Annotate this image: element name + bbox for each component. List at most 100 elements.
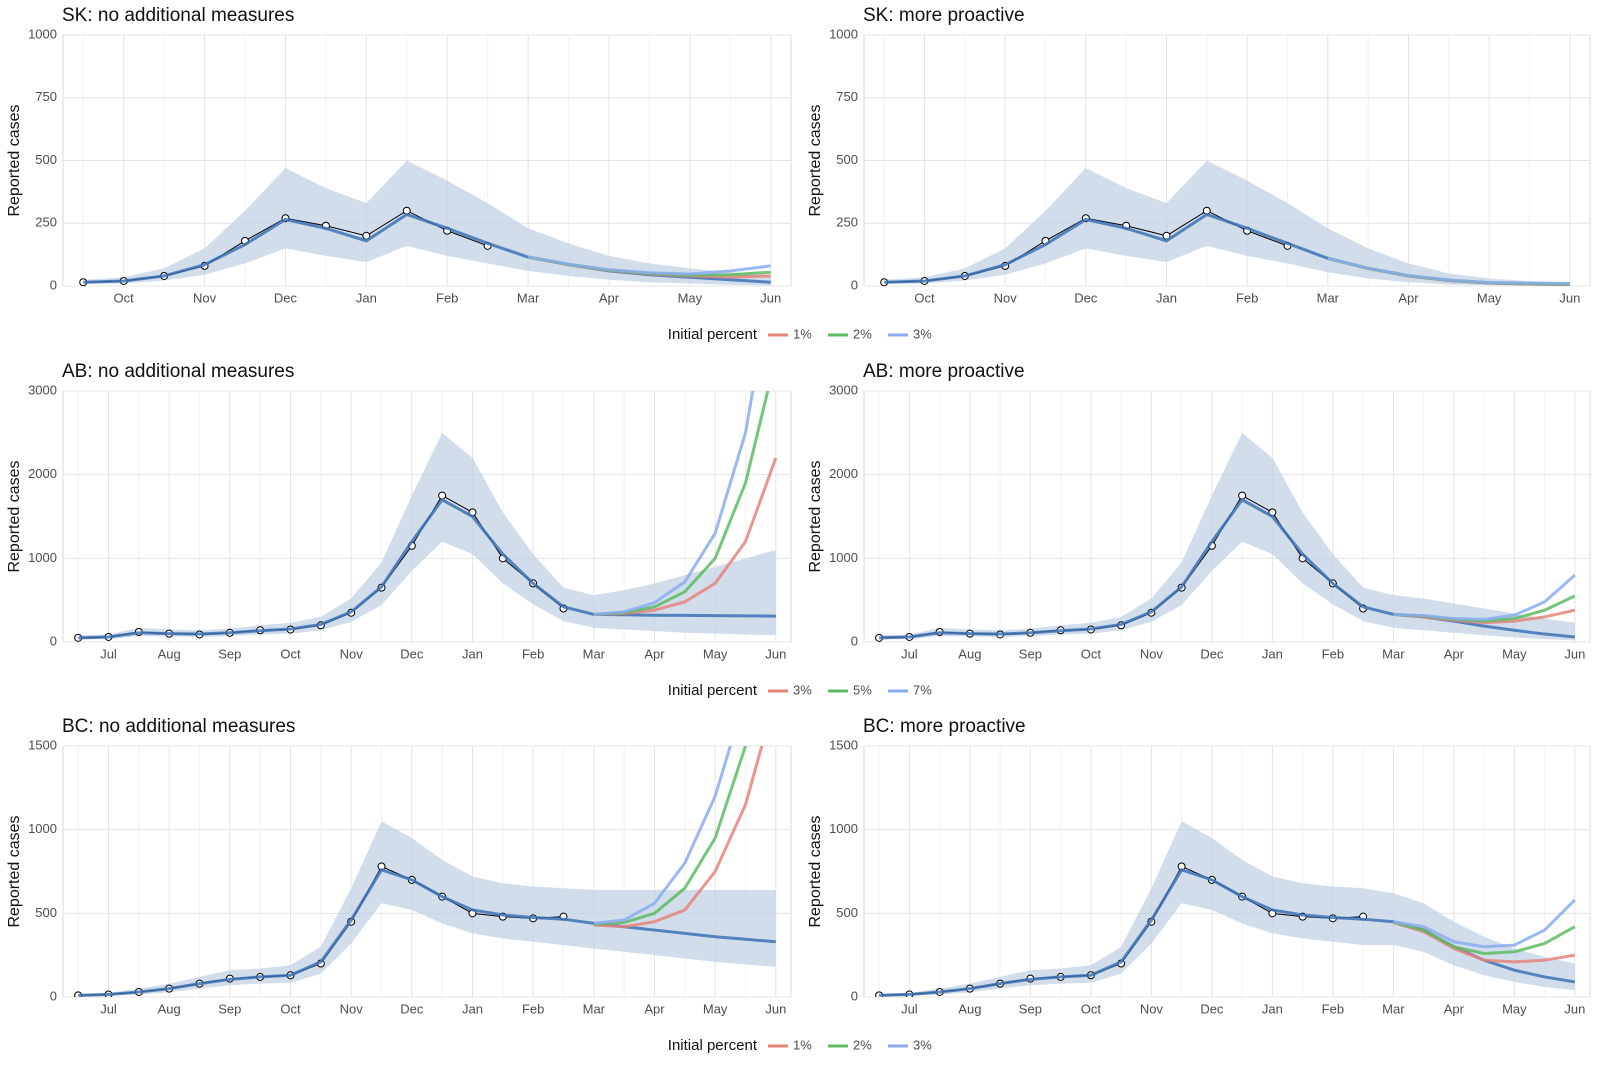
legend-label: 3% xyxy=(793,682,812,697)
y-tick-label: 0 xyxy=(851,988,858,1003)
y-tick-label: 0 xyxy=(851,633,858,648)
panel-title: SK: no additional measures xyxy=(62,5,294,26)
x-tick-label: Dec xyxy=(1074,290,1098,305)
x-tick-label: Aug xyxy=(158,646,181,661)
x-tick-label: Oct xyxy=(914,290,935,305)
y-tick-label: 500 xyxy=(836,905,858,920)
y-tick-label: 3000 xyxy=(829,382,858,397)
x-tick-label: Nov xyxy=(1140,646,1164,661)
x-tick-label: Nov xyxy=(994,290,1018,305)
y-tick-label: 250 xyxy=(35,215,57,230)
y-axis-label: Reported cases xyxy=(6,104,23,216)
legend-label: 2% xyxy=(853,326,872,341)
uncertainty-band xyxy=(78,432,776,640)
uncertainty-band xyxy=(83,160,771,286)
y-axis-label: Reported cases xyxy=(6,815,23,927)
x-tick-label: Apr xyxy=(1398,290,1419,305)
plot xyxy=(880,160,1570,286)
y-axis-label: Reported cases xyxy=(807,815,824,927)
x-tick-label: Jan xyxy=(1262,1001,1283,1016)
series-line xyxy=(78,868,776,997)
x-tick-label: Sep xyxy=(1019,646,1042,661)
y-axis-label: Reported cases xyxy=(807,104,824,216)
y-tick-label: 250 xyxy=(836,215,858,230)
uncertainty-band xyxy=(884,160,1570,286)
x-tick-label: Apr xyxy=(644,1001,665,1016)
panel-title: BC: more proactive xyxy=(863,716,1026,737)
plot xyxy=(74,391,778,642)
x-tick-label: Jun xyxy=(760,290,781,305)
x-tick-label: Apr xyxy=(644,646,665,661)
x-tick-label: Aug xyxy=(958,1001,981,1016)
x-tick-label: Mar xyxy=(1382,1001,1405,1016)
x-tick-label: Jul xyxy=(901,1001,918,1016)
series-line xyxy=(1393,898,1576,949)
x-tick-label: Nov xyxy=(1140,1001,1164,1016)
x-tick-label: May xyxy=(703,1001,728,1016)
series-line xyxy=(593,746,764,929)
x-tick-label: Nov xyxy=(340,646,364,661)
x-tick-label: Dec xyxy=(400,1001,424,1016)
y-tick-label: 1500 xyxy=(829,737,858,752)
x-tick-label: Jul xyxy=(901,646,918,661)
series-line xyxy=(1393,573,1576,621)
uncertainty-band xyxy=(879,821,1575,997)
legend-label: 3% xyxy=(913,326,932,341)
legend-label: 5% xyxy=(853,682,872,697)
uncertainty-band xyxy=(879,432,1575,641)
x-tick-label: May xyxy=(678,290,703,305)
x-tick-label: Jun xyxy=(765,1001,786,1016)
x-tick-label: Aug xyxy=(158,1001,181,1016)
x-tick-label: Feb xyxy=(1236,290,1258,305)
series-line xyxy=(78,497,776,640)
x-tick-label: May xyxy=(703,646,728,661)
y-axis-label: Reported cases xyxy=(6,460,23,572)
data-point xyxy=(438,491,447,500)
x-tick-label: Oct xyxy=(114,290,135,305)
x-tick-label: Apr xyxy=(1444,1001,1465,1016)
x-tick-label: Apr xyxy=(599,290,620,305)
x-tick-label: Feb xyxy=(436,290,458,305)
x-tick-label: Apr xyxy=(1444,646,1465,661)
x-tick-label: Dec xyxy=(1200,646,1224,661)
series-line xyxy=(527,255,771,276)
x-tick-label: Feb xyxy=(522,1001,544,1016)
y-tick-label: 0 xyxy=(50,277,57,292)
y-tick-label: 1000 xyxy=(28,26,57,41)
x-tick-label: Mar xyxy=(583,1001,606,1016)
x-tick-label: Feb xyxy=(1322,646,1344,661)
y-tick-label: 1000 xyxy=(829,550,858,565)
y-tick-label: 0 xyxy=(851,277,858,292)
x-tick-label: Nov xyxy=(193,290,217,305)
uncertainty-band xyxy=(78,821,776,997)
x-tick-label: Dec xyxy=(400,646,424,661)
plot xyxy=(875,432,1576,642)
x-tick-label: Feb xyxy=(522,646,544,661)
x-tick-label: Jun xyxy=(1564,646,1585,661)
series-line xyxy=(593,746,732,925)
x-tick-label: Oct xyxy=(280,1001,301,1016)
panel-title: AB: more proactive xyxy=(863,361,1025,382)
data-point xyxy=(1238,491,1247,500)
x-tick-label: Dec xyxy=(1200,1001,1224,1016)
series-line xyxy=(593,391,755,616)
legend-label: 2% xyxy=(853,1037,872,1052)
x-tick-label: Sep xyxy=(218,646,241,661)
x-tick-label: Jun xyxy=(765,646,786,661)
x-tick-label: Jul xyxy=(100,646,117,661)
y-tick-label: 1500 xyxy=(28,737,57,752)
x-tick-label: Aug xyxy=(958,646,981,661)
x-tick-label: Mar xyxy=(517,290,540,305)
y-tick-label: 3000 xyxy=(28,382,57,397)
legend-label: 1% xyxy=(793,1037,812,1052)
y-axis-label: Reported cases xyxy=(807,460,824,572)
x-tick-label: Jul xyxy=(100,1001,117,1016)
x-tick-label: Dec xyxy=(274,290,298,305)
x-tick-label: May xyxy=(1502,646,1527,661)
legend-label: 1% xyxy=(793,326,812,341)
x-tick-label: Oct xyxy=(1081,646,1102,661)
x-tick-label: Mar xyxy=(583,646,606,661)
y-tick-label: 1000 xyxy=(829,821,858,836)
y-tick-label: 1000 xyxy=(28,550,57,565)
